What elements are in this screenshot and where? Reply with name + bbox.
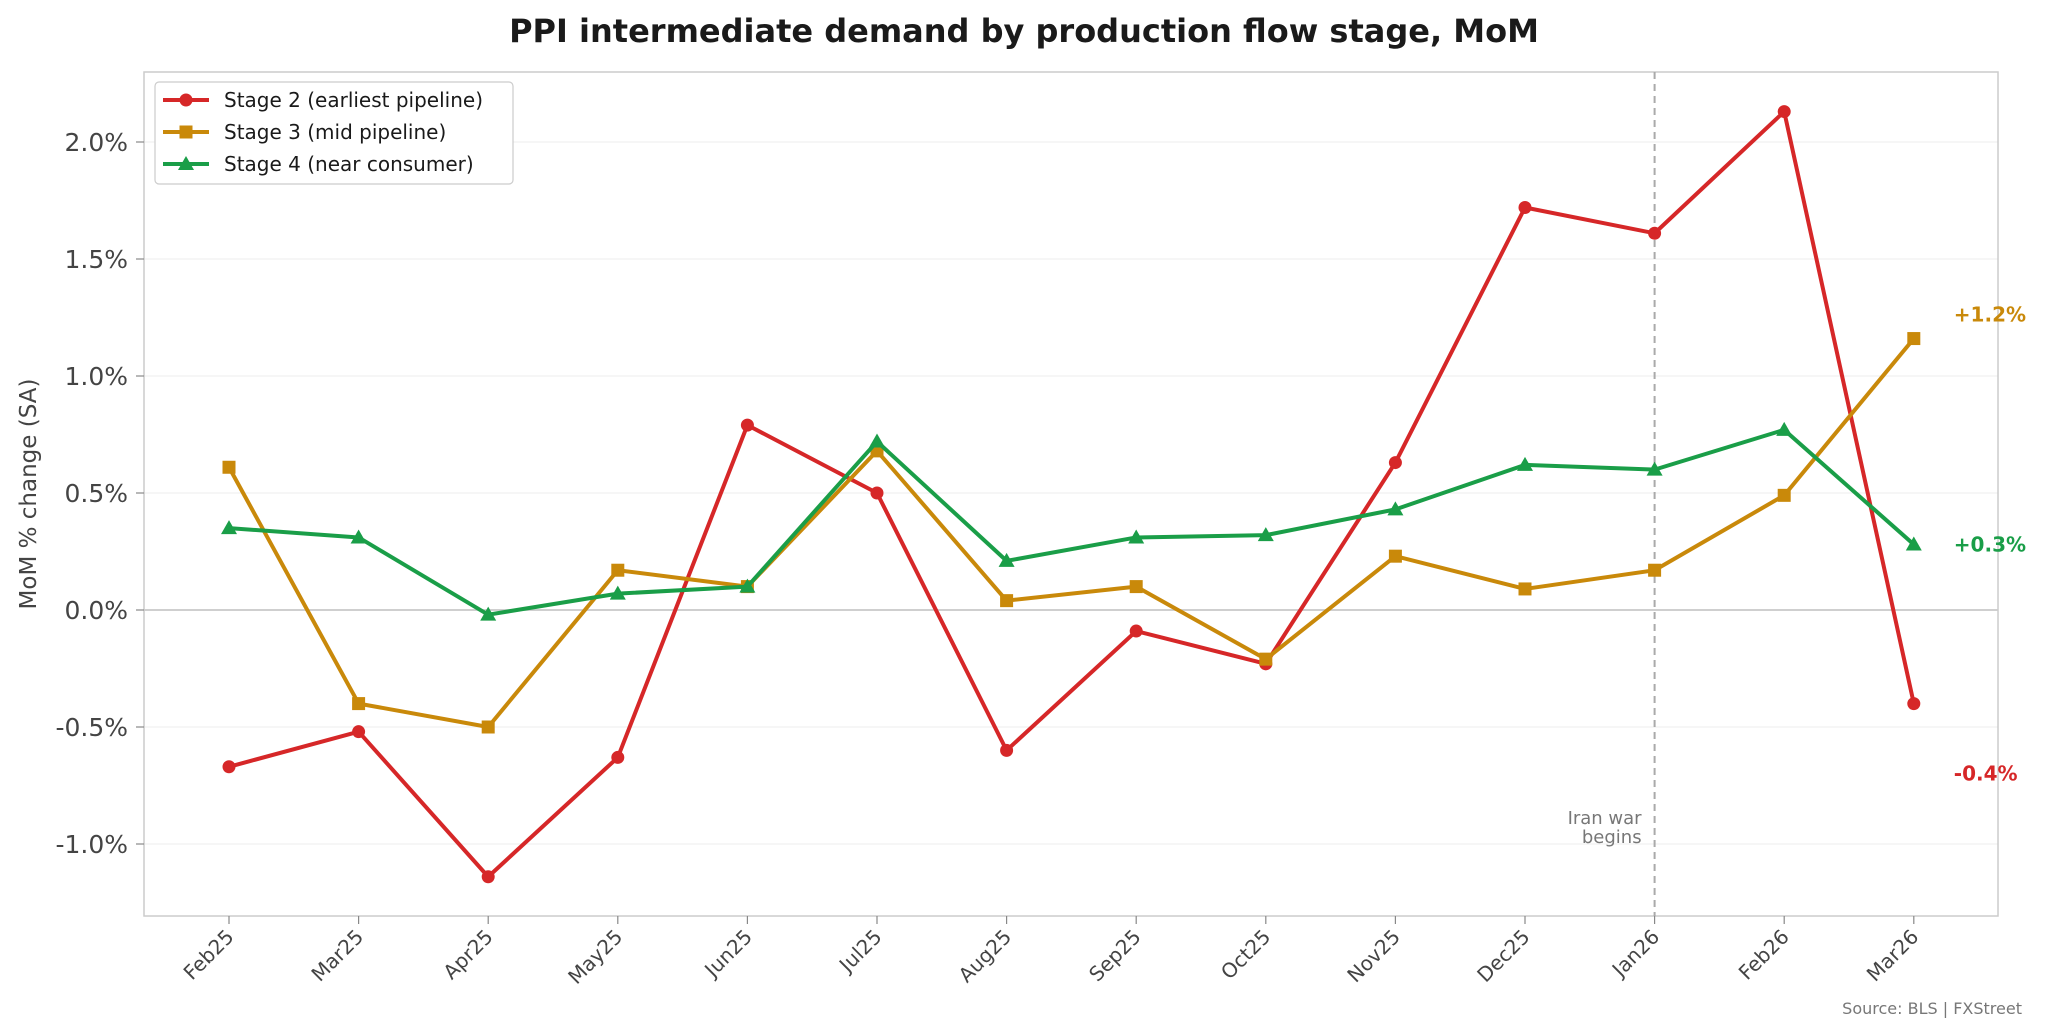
series-stage-2-line [228,109,1916,879]
series-stage-4-point [1776,421,1793,436]
y-tick-label: 2.0% [64,128,128,157]
series-stage-3-point [222,460,236,474]
series-stage-2-point [1907,697,1921,711]
series-stage-3-point [1648,563,1662,577]
series-stage-4-point [1905,536,1922,551]
series-stage-3-point [1259,652,1273,666]
series-stage-4-point [1128,529,1145,544]
legend-label: Stage 2 (earliest pipeline) [224,88,483,112]
x-tick-label: Feb25 [179,925,239,985]
series-stage-4-point [1517,456,1533,471]
series-stage-2-point [1388,456,1402,470]
legend-item-stage-3: Stage 3 (mid pipeline) [163,120,446,144]
event-label-line2: begins [1582,827,1642,848]
x-tick-label: Oct25 [1216,925,1275,984]
x-tick-label: Jan26 [1606,925,1664,983]
series-stage-4-point [480,606,497,621]
x-tick-label: Feb26 [1734,925,1794,985]
x-tick-label: Jun25 [698,925,756,983]
series-stage-3-line [227,337,1916,729]
end-labels: -0.4% +1.2% +0.3% [1954,303,2026,786]
end-label-stage-4: +0.3% [1954,532,2026,556]
series-stage-4-point [1257,527,1274,542]
y-tick-label: 1.0% [64,362,128,391]
series-stage-2-point [870,486,884,500]
y-axis-label: MoM % change (SA) [16,379,42,610]
series-stage-4-point [869,433,885,448]
series-stage-2-point [222,760,236,774]
y-tick-label: -1.0% [55,830,128,859]
series-group [221,105,1922,884]
legend-label: Stage 3 (mid pipeline) [224,120,446,144]
x-tick-label: Sep25 [1084,925,1146,987]
x-tick-label: Aug25 [954,925,1017,988]
series-stage-3-point [1000,594,1014,608]
y-tick-label: 1.5% [64,245,128,274]
series-stage-4-point [1646,461,1663,476]
legend-label: Stage 4 (near consumer) [224,152,474,176]
series-stage-4-point [739,578,756,593]
x-tick-label: Nov25 [1342,925,1405,988]
series-stage-3-point [481,720,495,734]
series-stage-2-point [611,750,625,764]
series-stage-2-point [1777,105,1791,119]
series-stage-3 [222,332,1921,734]
legend: Stage 2 (earliest pipeline) Stage 3 (mid … [154,81,514,185]
series-stage-4-point [998,552,1015,567]
series-stage-3-point [1907,332,1921,346]
plot-area-frame [143,71,1999,917]
series-stage-4-point [350,529,367,544]
legend-swatch-marker [179,125,193,139]
x-tick-label: May25 [563,925,627,989]
series-stage-3-point [352,697,366,711]
series-stage-3-point [1388,549,1402,563]
source-note: Source: BLS | FXStreet [1842,999,2022,1018]
legend-item-stage-2: Stage 2 (earliest pipeline) [163,88,483,112]
series-stage-2-point [740,418,754,432]
series-stage-2-point [481,870,495,884]
y-tick-label: 0.0% [64,596,128,625]
series-stage-2 [222,105,1921,884]
end-label-stage-2: -0.4% [1954,762,2018,786]
end-label-stage-3: +1.2% [1954,303,2026,327]
legend-box [154,81,514,185]
series-stage-2-point [1000,743,1014,757]
series-stage-2-point [1518,201,1532,215]
x-tick-label: Mar26 [1862,925,1924,987]
x-tick-label: Dec25 [1472,925,1534,987]
series-stage-2-point [1129,624,1143,638]
series-stage-4-point [221,520,237,535]
legend-swatch-marker [178,156,194,170]
series-stage-4-line [228,427,1916,617]
y-axis: -1.0% -0.5% 0.0% 0.5% 1.0% 1.5% 2.0% [55,128,144,859]
x-tick-label: Mar25 [306,925,368,987]
x-tick-label: Jul25 [833,925,886,978]
event-label-line1: Iran war [1568,808,1643,829]
series-stage-3-point [1777,488,1791,502]
x-tick-label: Apr25 [438,925,497,984]
chart-title: PPI intermediate demand by production fl… [509,12,1539,50]
series-stage-4-point [609,585,626,600]
x-axis: Feb25 Mar25 Apr25 May25 Jun25 Jul25 Aug25 Sep25… [179,916,1924,989]
series-stage-3-point [1129,580,1143,594]
legend-swatch-marker [179,93,193,107]
grid [144,141,1998,845]
series-stage-3-point [611,563,625,577]
series-stage-2-point [1648,226,1662,240]
series-stage-3-point [1518,582,1532,596]
y-tick-label: 0.5% [64,479,128,508]
series-stage-4-point [1387,501,1404,516]
legend-item-stage-4: Stage 4 (near consumer) [163,152,474,176]
series-stage-2-point [352,725,366,739]
series-stage-4 [221,421,1922,621]
y-tick-label: -0.5% [55,713,128,742]
